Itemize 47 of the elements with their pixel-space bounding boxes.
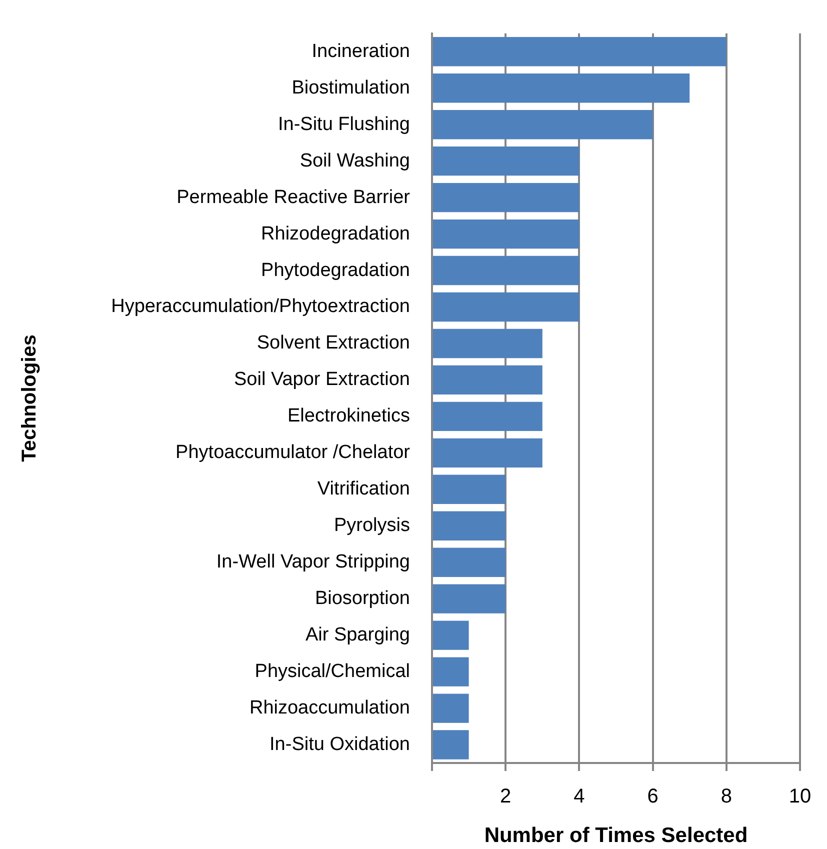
y-tick-label: Vitrification	[317, 478, 410, 500]
y-tick-label: In-Situ Oxidation	[270, 734, 410, 755]
y-tick-label: Solvent Extraction	[256, 332, 410, 354]
bar	[433, 328, 542, 358]
bar	[433, 37, 726, 66]
y-tick-label: Air Sparging	[305, 624, 410, 646]
bar	[433, 438, 542, 468]
x-tick-label: 8	[720, 786, 732, 808]
y-tick-label: Incineration	[312, 40, 410, 62]
bar	[433, 74, 690, 103]
y-tick-label: Biosorption	[314, 588, 410, 610]
y-tick-label: In-Well Vapor Stripping	[216, 552, 410, 573]
y-tick-label: Physical/Chemical	[254, 661, 410, 682]
y-tick-label: In-Situ Flushing	[278, 114, 410, 135]
bar	[433, 657, 469, 686]
y-tick-label: Biostimulation	[292, 77, 410, 98]
bar	[433, 584, 506, 614]
y-tick-label: Rhizodegradation	[261, 223, 410, 244]
bar	[433, 365, 542, 395]
bar	[433, 474, 506, 504]
bar	[433, 110, 653, 140]
bar	[433, 548, 506, 577]
bar	[433, 256, 580, 286]
y-tick-label: Pyrolysis	[334, 515, 410, 536]
bar	[433, 620, 469, 650]
y-tick-label: Hyperaccumulation/Phytoextraction	[111, 296, 410, 318]
bar	[433, 402, 542, 432]
y-tick-label: Permeable Reactive Barrier	[176, 186, 411, 208]
y-tick-label: Soil Washing	[300, 150, 410, 172]
x-axis-title: Number of Times Selected	[484, 824, 748, 848]
bar	[433, 146, 580, 176]
y-tick-label: Electrokinetics	[288, 406, 410, 427]
y-tick-label: Rhizoaccumulation	[249, 698, 410, 719]
x-tick-label: 4	[574, 786, 585, 808]
x-tick-label: 6	[647, 786, 658, 808]
y-tick-label: Phytoaccumulator /Chelator	[176, 442, 411, 464]
bar	[433, 292, 580, 322]
y-axis-title: Technologies	[18, 334, 41, 462]
bar	[433, 730, 469, 760]
bar	[433, 182, 580, 212]
bar	[433, 219, 580, 249]
bar	[433, 511, 506, 540]
bar	[433, 694, 469, 723]
x-tick-label: 10	[788, 786, 812, 808]
y-tick-label: Phytodegradation	[261, 260, 410, 281]
x-tick-label: 2	[500, 786, 512, 808]
y-tick-label: Soil Vapor Extraction	[234, 369, 410, 390]
